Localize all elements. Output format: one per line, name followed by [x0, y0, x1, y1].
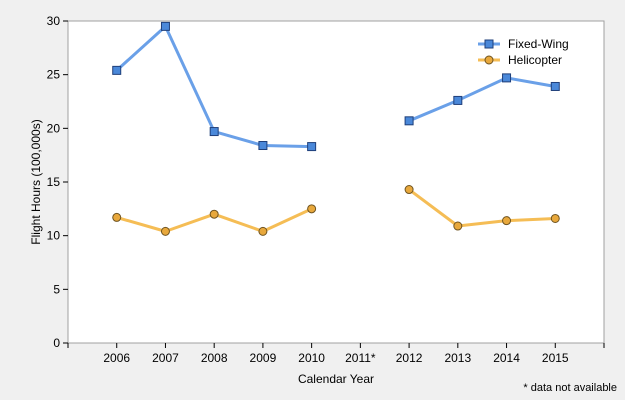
- x-tick-label: 2014: [493, 351, 520, 365]
- x-tick-label: 2011*: [345, 351, 376, 365]
- x-tick-label: 2006: [103, 351, 130, 365]
- legend-marker: [484, 39, 494, 49]
- y-tick-label: 20: [47, 121, 61, 135]
- legend-marker: [484, 55, 494, 65]
- footnote: * data not available: [523, 382, 617, 394]
- x-tick-label: 2015: [542, 351, 569, 365]
- data-point: [160, 21, 170, 31]
- y-tick-label: 10: [47, 229, 61, 243]
- data-point: [112, 65, 122, 75]
- series-helicopter: [112, 185, 560, 236]
- x-tick-label: 2007: [152, 351, 179, 365]
- x-tick-label: 2012: [396, 351, 423, 365]
- data-point: [160, 226, 170, 236]
- data-point: [209, 127, 219, 137]
- data-point: [307, 142, 317, 152]
- x-tick-label: 2013: [444, 351, 471, 365]
- data-point: [453, 221, 463, 231]
- x-tick-label: 2010: [298, 351, 325, 365]
- y-axis: 0 5 10 15 20 25 30: [47, 14, 68, 350]
- x-axis-title: Calendar Year: [298, 372, 374, 386]
- data-point: [258, 226, 268, 236]
- y-tick-label: 30: [47, 14, 61, 28]
- series-line: [408, 76, 556, 123]
- plot-area: [67, 20, 605, 344]
- x-axis: 2006 2007 2008 2009 2010 2011* 2012 2013 2014 201…: [67, 343, 605, 365]
- data-point: [453, 95, 463, 105]
- legend-label: Helicopter: [508, 53, 562, 67]
- data-point: [404, 116, 414, 126]
- legend-item: Fixed-Wing: [478, 37, 569, 51]
- y-tick-label: 25: [47, 68, 61, 82]
- legend-label: Fixed-Wing: [508, 37, 569, 51]
- y-axis-title: Flight Hours (100,000s): [29, 119, 43, 244]
- legend: Fixed-Wing Helicopter: [478, 37, 569, 67]
- series-fixed-wing: [112, 21, 560, 152]
- y-tick-label: 15: [47, 175, 61, 189]
- data-point: [502, 216, 512, 226]
- series-layer: [112, 21, 560, 236]
- data-point: [502, 73, 512, 83]
- data-point: [404, 185, 414, 195]
- legend-item: Helicopter: [478, 53, 562, 67]
- x-tick-label: 2009: [250, 351, 277, 365]
- data-point: [258, 141, 268, 151]
- data-point: [112, 212, 122, 222]
- data-point: [550, 81, 560, 91]
- x-tick-label: 2008: [201, 351, 228, 365]
- series-line: [408, 188, 556, 228]
- data-point: [550, 213, 560, 223]
- data-point: [307, 204, 317, 214]
- y-tick-label: 5: [53, 282, 60, 296]
- y-tick-label: 0: [53, 336, 60, 350]
- data-point: [209, 209, 219, 219]
